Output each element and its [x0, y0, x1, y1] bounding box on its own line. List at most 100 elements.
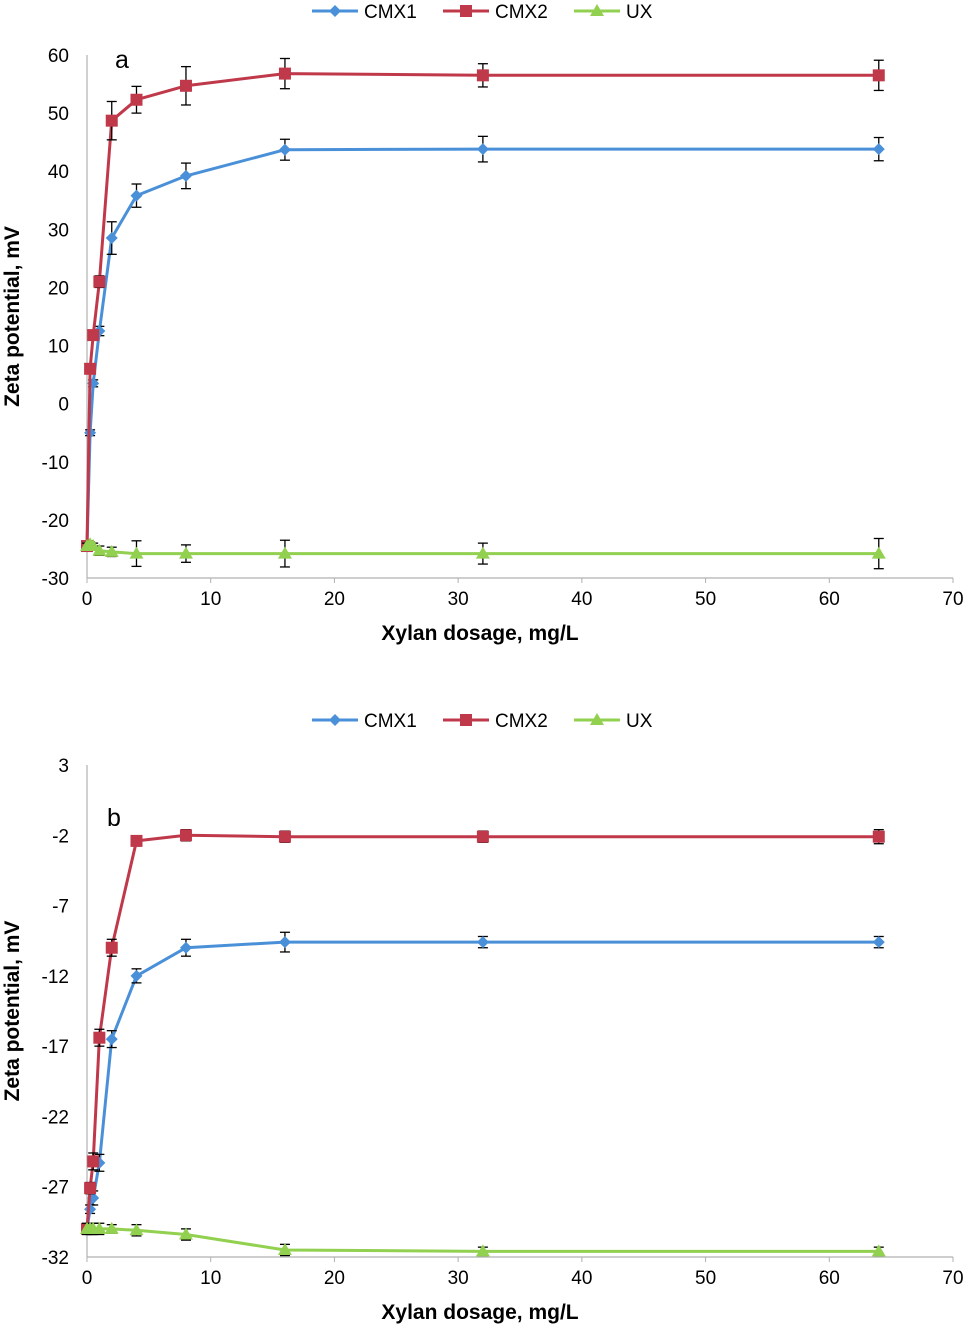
data-point-ux: [129, 546, 144, 559]
data-point-cmx2: [105, 114, 118, 127]
data-point-cmx1: [278, 143, 291, 156]
data-point-cmx2: [476, 830, 489, 843]
data-point-cmx1: [476, 936, 489, 949]
panel-label: b: [107, 804, 121, 832]
series-ux: [80, 537, 886, 570]
chart-panel-b: CMX1 CMX2 UX -32 -27 -22 -17 -12 -7 -2 3 0 10 20 30 40 5…: [0, 669, 980, 1339]
y-tick-label: -22: [42, 1107, 69, 1128]
series-cmx2: [81, 57, 885, 553]
x-axis-title: Xylan dosage, mg/L: [381, 1301, 578, 1324]
x-tick-label: 0: [82, 589, 93, 610]
series-ux: [80, 1221, 886, 1257]
data-point-cmx2: [179, 829, 192, 842]
data-point-cmx1: [179, 169, 192, 182]
legend-marker-ux: [590, 4, 604, 16]
y-tick-label: -2: [52, 826, 69, 847]
x-tick-label: 30: [448, 1268, 469, 1289]
legend-label-cmx1: CMX1: [364, 2, 417, 23]
data-point-cmx2: [84, 362, 97, 375]
legend-label-ux: UX: [626, 2, 653, 23]
y-tick-label: 20: [48, 278, 69, 299]
y-tick-label: 30: [48, 220, 69, 241]
series-line-cmx2: [85, 833, 879, 1230]
x-tick-label: 50: [695, 1268, 716, 1289]
y-tick-label: 50: [48, 104, 69, 125]
y-tick-label: -27: [42, 1178, 69, 1199]
x-tick-label: 70: [942, 589, 963, 610]
data-point-cmx2: [93, 275, 106, 288]
x-tick-label: 10: [200, 1268, 221, 1289]
data-point-cmx2: [278, 830, 291, 843]
data-point-ux: [277, 1242, 292, 1255]
data-point-cmx2: [872, 69, 885, 82]
legend-label-ux: UX: [626, 711, 653, 732]
chart-panel-a: CMX1 CMX2 UX -30 -20 -10 0 10 20 30 40 50 60 0 10 20 30 4…: [0, 0, 980, 669]
data-point-ux: [178, 1227, 193, 1240]
data-point-cmx1: [130, 969, 143, 982]
legend-label-cmx2: CMX2: [495, 2, 548, 23]
series-line-cmx2: [85, 72, 879, 547]
data-point-cmx1: [105, 232, 118, 245]
data-point-ux: [871, 1244, 886, 1257]
x-tick-label: 10: [200, 589, 221, 610]
y-tick-label: 10: [48, 337, 69, 358]
data-point-ux: [871, 546, 886, 559]
series-cmx2: [81, 829, 885, 1235]
legend-marker-ux: [590, 713, 604, 725]
data-point-cmx2: [93, 1031, 106, 1044]
data-point-cmx2: [476, 69, 489, 82]
data-point-ux: [475, 1244, 490, 1257]
data-point-cmx1: [278, 936, 291, 949]
x-tick-label: 60: [819, 589, 840, 610]
y-axis-title: Zeta potential, mV: [1, 921, 24, 1102]
legend: CMX1 CMX2 UX: [312, 2, 653, 23]
data-point-cmx2: [87, 1155, 100, 1168]
data-point-ux: [104, 1221, 119, 1234]
series-cmx1: [81, 135, 885, 553]
y-tick-label: 3: [58, 756, 69, 777]
legend-label-cmx1: CMX1: [364, 711, 417, 732]
series-cmx1: [81, 931, 885, 1235]
panel-label: a: [115, 46, 129, 74]
data-point-cmx1: [179, 941, 192, 954]
data-point-cmx2: [84, 1182, 97, 1195]
data-point-ux: [178, 546, 193, 559]
y-tick-label: 40: [48, 162, 69, 183]
data-point-cmx1: [872, 143, 885, 156]
x-tick-label: 40: [571, 589, 592, 610]
y-tick-label: -12: [42, 967, 69, 988]
data-point-cmx1: [476, 143, 489, 156]
data-point-ux: [86, 539, 101, 552]
x-tick-label: 70: [942, 1268, 963, 1289]
legend-marker-cmx2: [460, 5, 472, 17]
x-axis-title: Xylan dosage, mg/L: [381, 622, 578, 645]
legend-label-cmx2: CMX2: [495, 711, 548, 732]
data-point-ux: [92, 543, 107, 556]
data-point-cmx2: [872, 830, 885, 843]
data-point-ux: [475, 546, 490, 559]
chart-b-svg: CMX1 CMX2 UX-32-27-22-17-12-7-230 10 20 30 40 5…: [1, 711, 964, 1324]
data-point-ux: [92, 1221, 107, 1234]
series-line-cmx1: [85, 940, 879, 1230]
data-point-cmx1: [105, 1033, 118, 1046]
legend: CMX1 CMX2 UX: [312, 711, 653, 732]
y-tick-label: 0: [58, 395, 69, 416]
data-point-cmx1: [130, 189, 143, 202]
y-tick-label: -30: [42, 569, 69, 590]
x-tick-label: 40: [571, 1268, 592, 1289]
data-point-cmx2: [278, 67, 291, 80]
legend-marker-cmx1: [329, 5, 341, 17]
x-tick-label: 20: [324, 1268, 345, 1289]
y-tick-label: 60: [48, 46, 69, 67]
data-point-ux: [277, 546, 292, 559]
data-point-cmx1: [872, 936, 885, 949]
x-tick-label: 60: [819, 1268, 840, 1289]
data-point-ux: [129, 1223, 144, 1236]
data-point-cmx2: [105, 941, 118, 954]
y-tick-label: -10: [42, 453, 69, 474]
y-tick-label: -20: [42, 511, 69, 532]
data-point-cmx2: [130, 834, 143, 847]
x-tick-label: 0: [82, 1268, 93, 1289]
data-point-ux: [104, 544, 119, 557]
y-tick-label: -7: [52, 897, 69, 918]
